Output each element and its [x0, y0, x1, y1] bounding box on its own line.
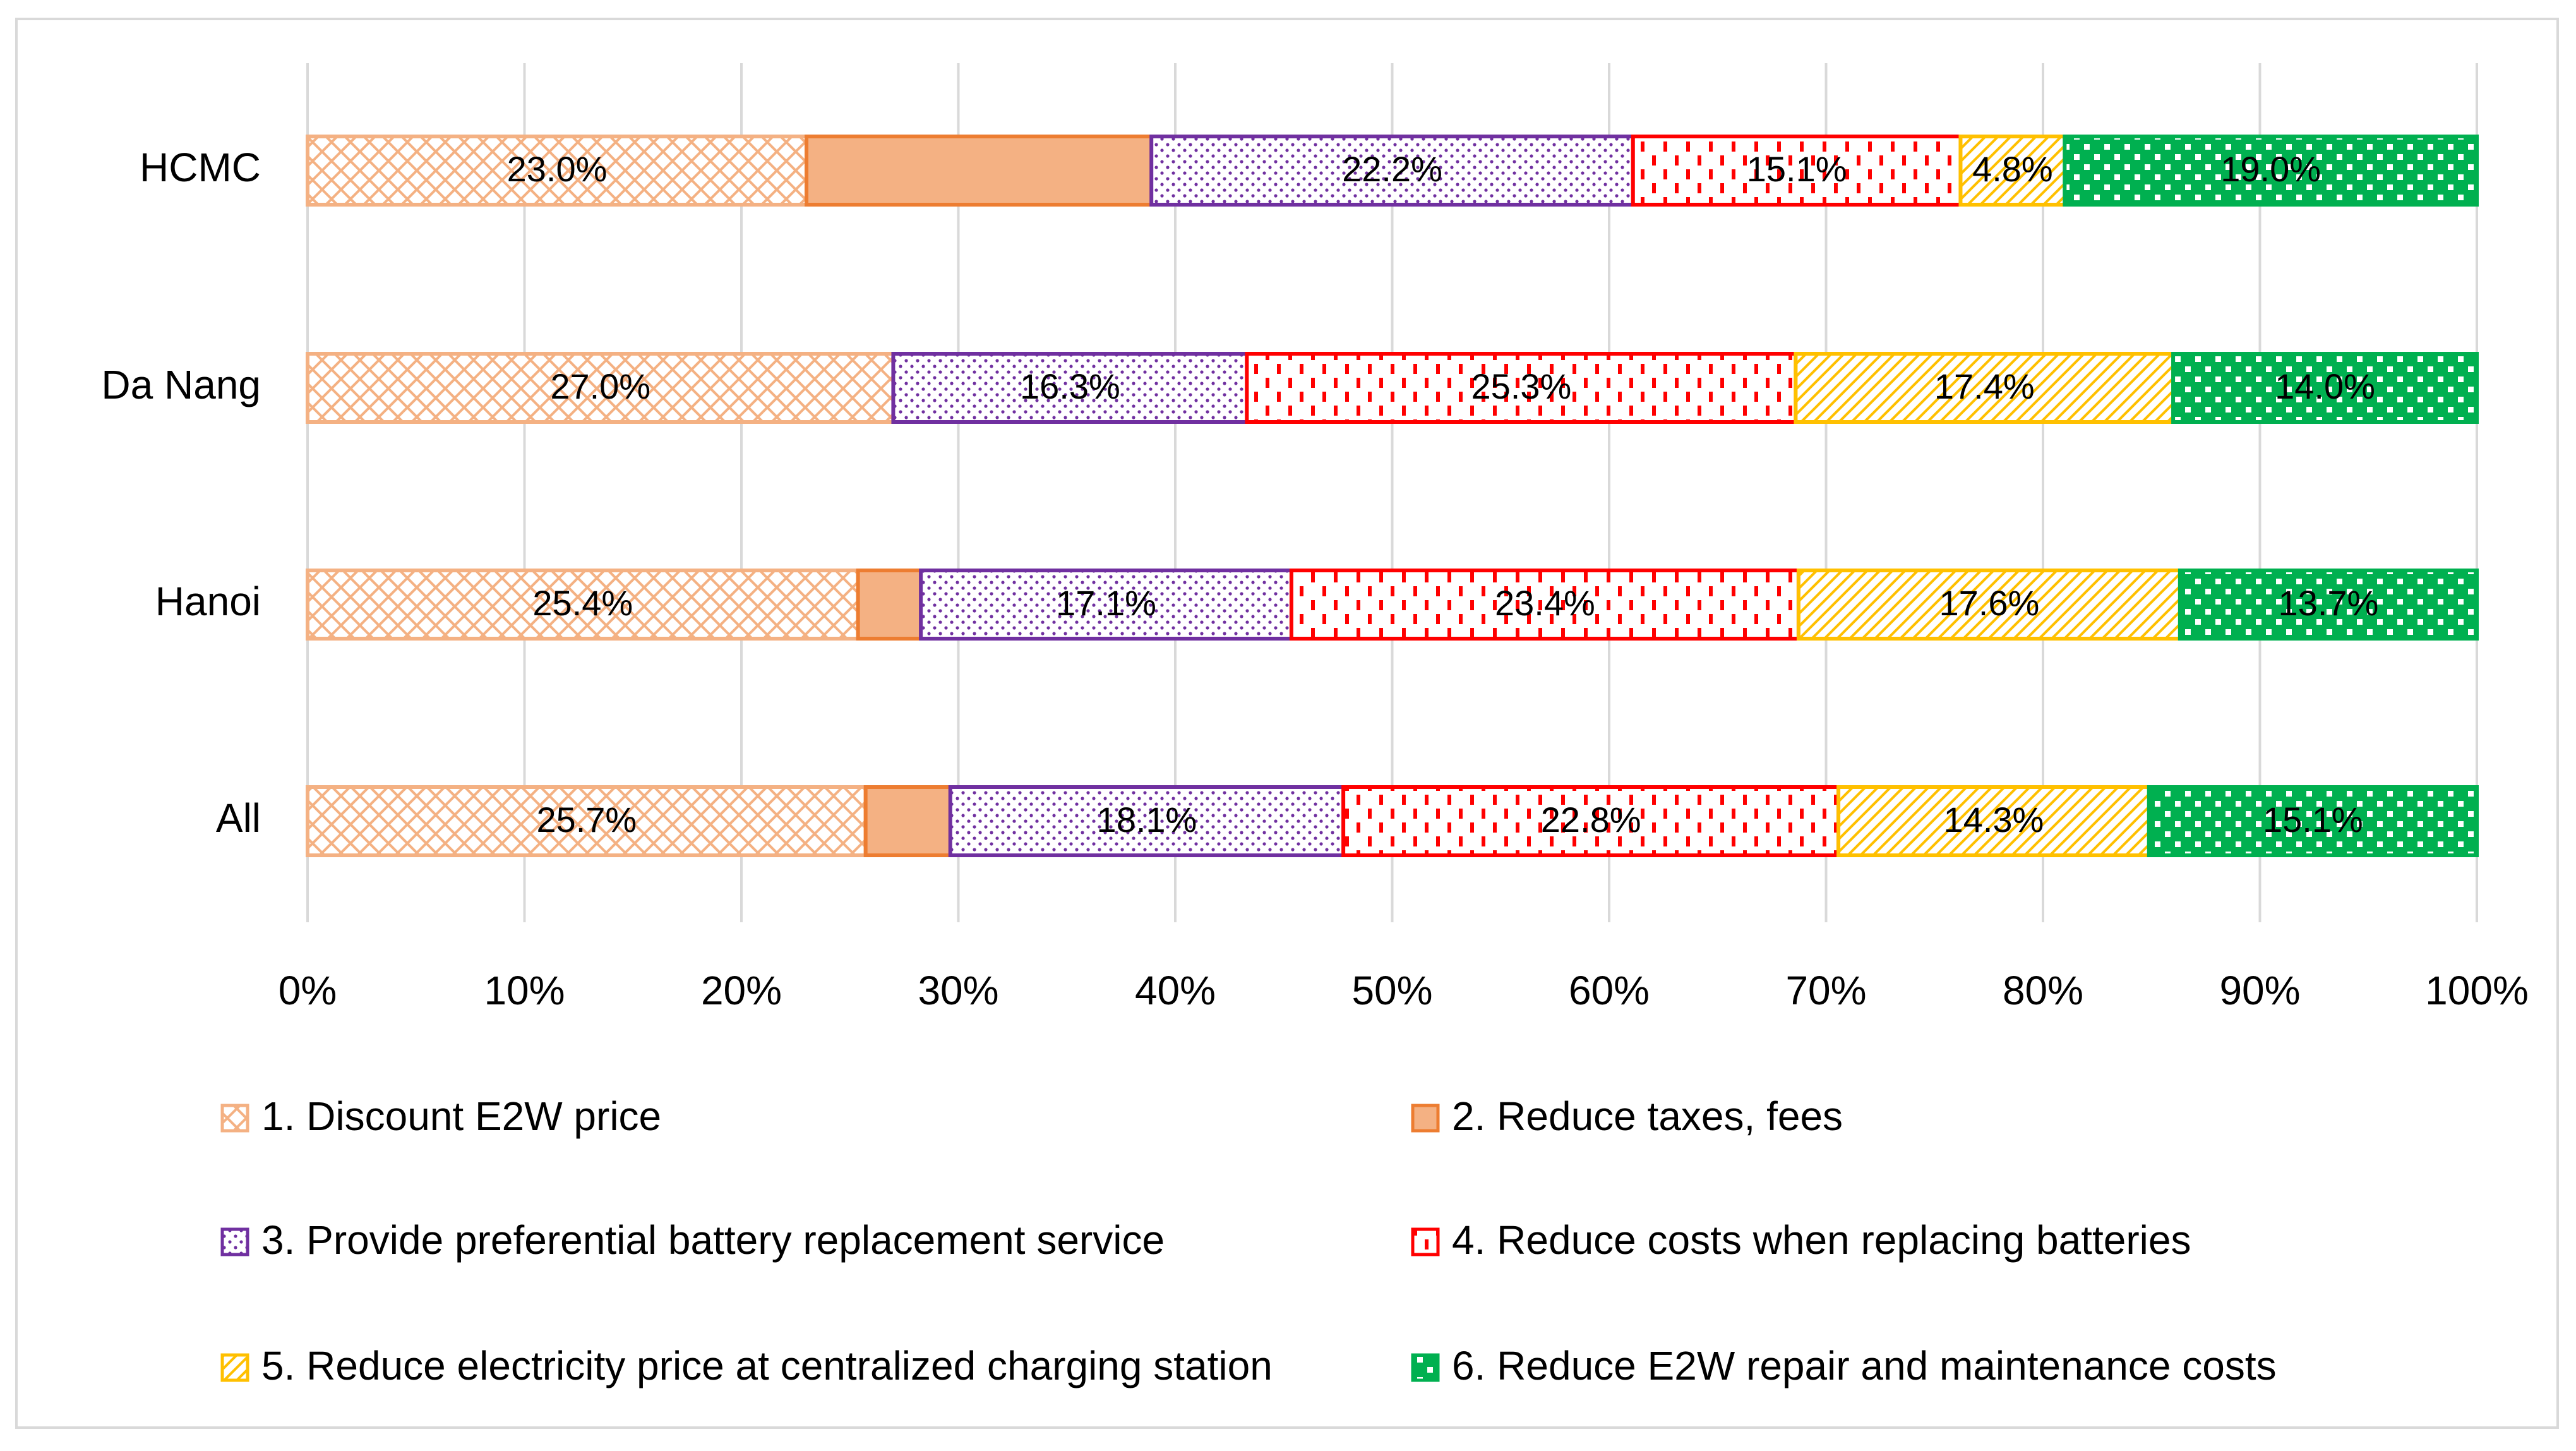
- bar-segment: [1836, 785, 2151, 857]
- data-label: 14.0%: [2275, 366, 2375, 406]
- category-axis: HCMC Da Nang Hanoi All: [101, 145, 261, 841]
- bar-segment: [1341, 785, 1841, 857]
- x-tick-label: 60%: [1569, 968, 1650, 1013]
- category-label: All: [216, 795, 261, 841]
- legend-swatch: [1411, 1227, 1440, 1256]
- bar-segment: [1289, 569, 1800, 641]
- data-label: 14.3%: [1944, 800, 2044, 840]
- bar-segment: [948, 785, 1346, 857]
- chart-frame: [15, 18, 2559, 1429]
- data-label: 25.4%: [532, 583, 633, 623]
- bar-segment: [2171, 352, 2479, 424]
- data-label: 23.0%: [507, 149, 608, 189]
- bar-segment: [863, 785, 952, 857]
- data-label: 19.0%: [2220, 149, 2321, 189]
- bar-segment: [1245, 352, 1798, 424]
- data-label: 16.3%: [1020, 366, 1120, 406]
- legend-label: 4. Reduce costs when replacing batteries: [1452, 1217, 2191, 1263]
- x-tick-label: 10%: [484, 968, 565, 1013]
- bar-segment: [2147, 785, 2479, 857]
- bar-segment: [306, 785, 868, 857]
- data-label: 25.3%: [1471, 366, 1571, 406]
- data-label: 27.0%: [550, 366, 650, 406]
- data-label: 18.1%: [1097, 800, 1197, 840]
- bar-segment: [2063, 135, 2479, 207]
- legend-swatch: [220, 1104, 249, 1133]
- data-label: 13.7%: [2279, 583, 2379, 623]
- legend-swatch: [1411, 1353, 1440, 1382]
- legend-swatch: [1411, 1104, 1440, 1133]
- legend-label: 5. Reduce electricity price at centraliz…: [261, 1343, 1273, 1388]
- bar-segment: [306, 352, 896, 424]
- bar-segment: [1796, 569, 2182, 641]
- bar-segment: [306, 135, 809, 207]
- x-tick-label: 90%: [2219, 968, 2300, 1013]
- data-labels: 23.0% 22.2% 15.1% 4.8% 19.0% 27.0% 16.3% 25.3% 1…: [507, 149, 2379, 840]
- bar-segment: [2178, 569, 2479, 641]
- data-label: 17.4%: [1934, 366, 2035, 406]
- category-label: HCMC: [140, 145, 261, 190]
- data-label: 23.4%: [1495, 583, 1595, 623]
- bar-segment: [805, 135, 1154, 207]
- legend-label: 2. Reduce taxes, fees: [1452, 1093, 1843, 1139]
- legend-swatch: [220, 1353, 249, 1382]
- data-label: 22.8%: [1541, 800, 1641, 840]
- legend-swatch: [220, 1227, 249, 1256]
- x-tick-label: 30%: [918, 968, 998, 1013]
- bar-segment: [1631, 135, 1963, 207]
- data-label: 17.1%: [1056, 583, 1156, 623]
- x-tick-label: 0%: [279, 968, 337, 1013]
- bars: [306, 135, 2479, 857]
- bar-segment: [306, 569, 860, 641]
- data-label: 17.6%: [1939, 583, 2039, 623]
- value-axis: 0% 10% 20% 30% 40% 50% 60% 70% 80% 90% 100%: [279, 968, 2529, 1013]
- legend-label: 6. Reduce E2W repair and maintenance cos…: [1452, 1343, 2277, 1388]
- x-tick-label: 50%: [1351, 968, 1432, 1013]
- bar-segment: [856, 569, 923, 641]
- x-tick-label: 80%: [2003, 968, 2083, 1013]
- x-tick-label: 100%: [2425, 968, 2529, 1013]
- bar-segment: [1958, 135, 2067, 207]
- data-label: 4.8%: [1972, 149, 2053, 189]
- category-label: Da Nang: [101, 362, 261, 407]
- x-tick-label: 20%: [701, 968, 782, 1013]
- legend: 1. Discount E2W price 2. Reduce taxes, fe…: [220, 1093, 2277, 1388]
- data-label: 15.1%: [1747, 149, 1847, 189]
- legend-label: 3. Provide preferential battery replacem…: [261, 1217, 1165, 1263]
- bar-segment: [919, 569, 1293, 641]
- data-label: 22.2%: [1342, 149, 1442, 189]
- x-tick-label: 40%: [1135, 968, 1216, 1013]
- x-tick-label: 70%: [1785, 968, 1866, 1013]
- legend-label: 1. Discount E2W price: [261, 1093, 661, 1139]
- data-label: 15.1%: [2263, 800, 2363, 840]
- category-label: Hanoi: [155, 579, 261, 624]
- data-label: 25.7%: [536, 800, 637, 840]
